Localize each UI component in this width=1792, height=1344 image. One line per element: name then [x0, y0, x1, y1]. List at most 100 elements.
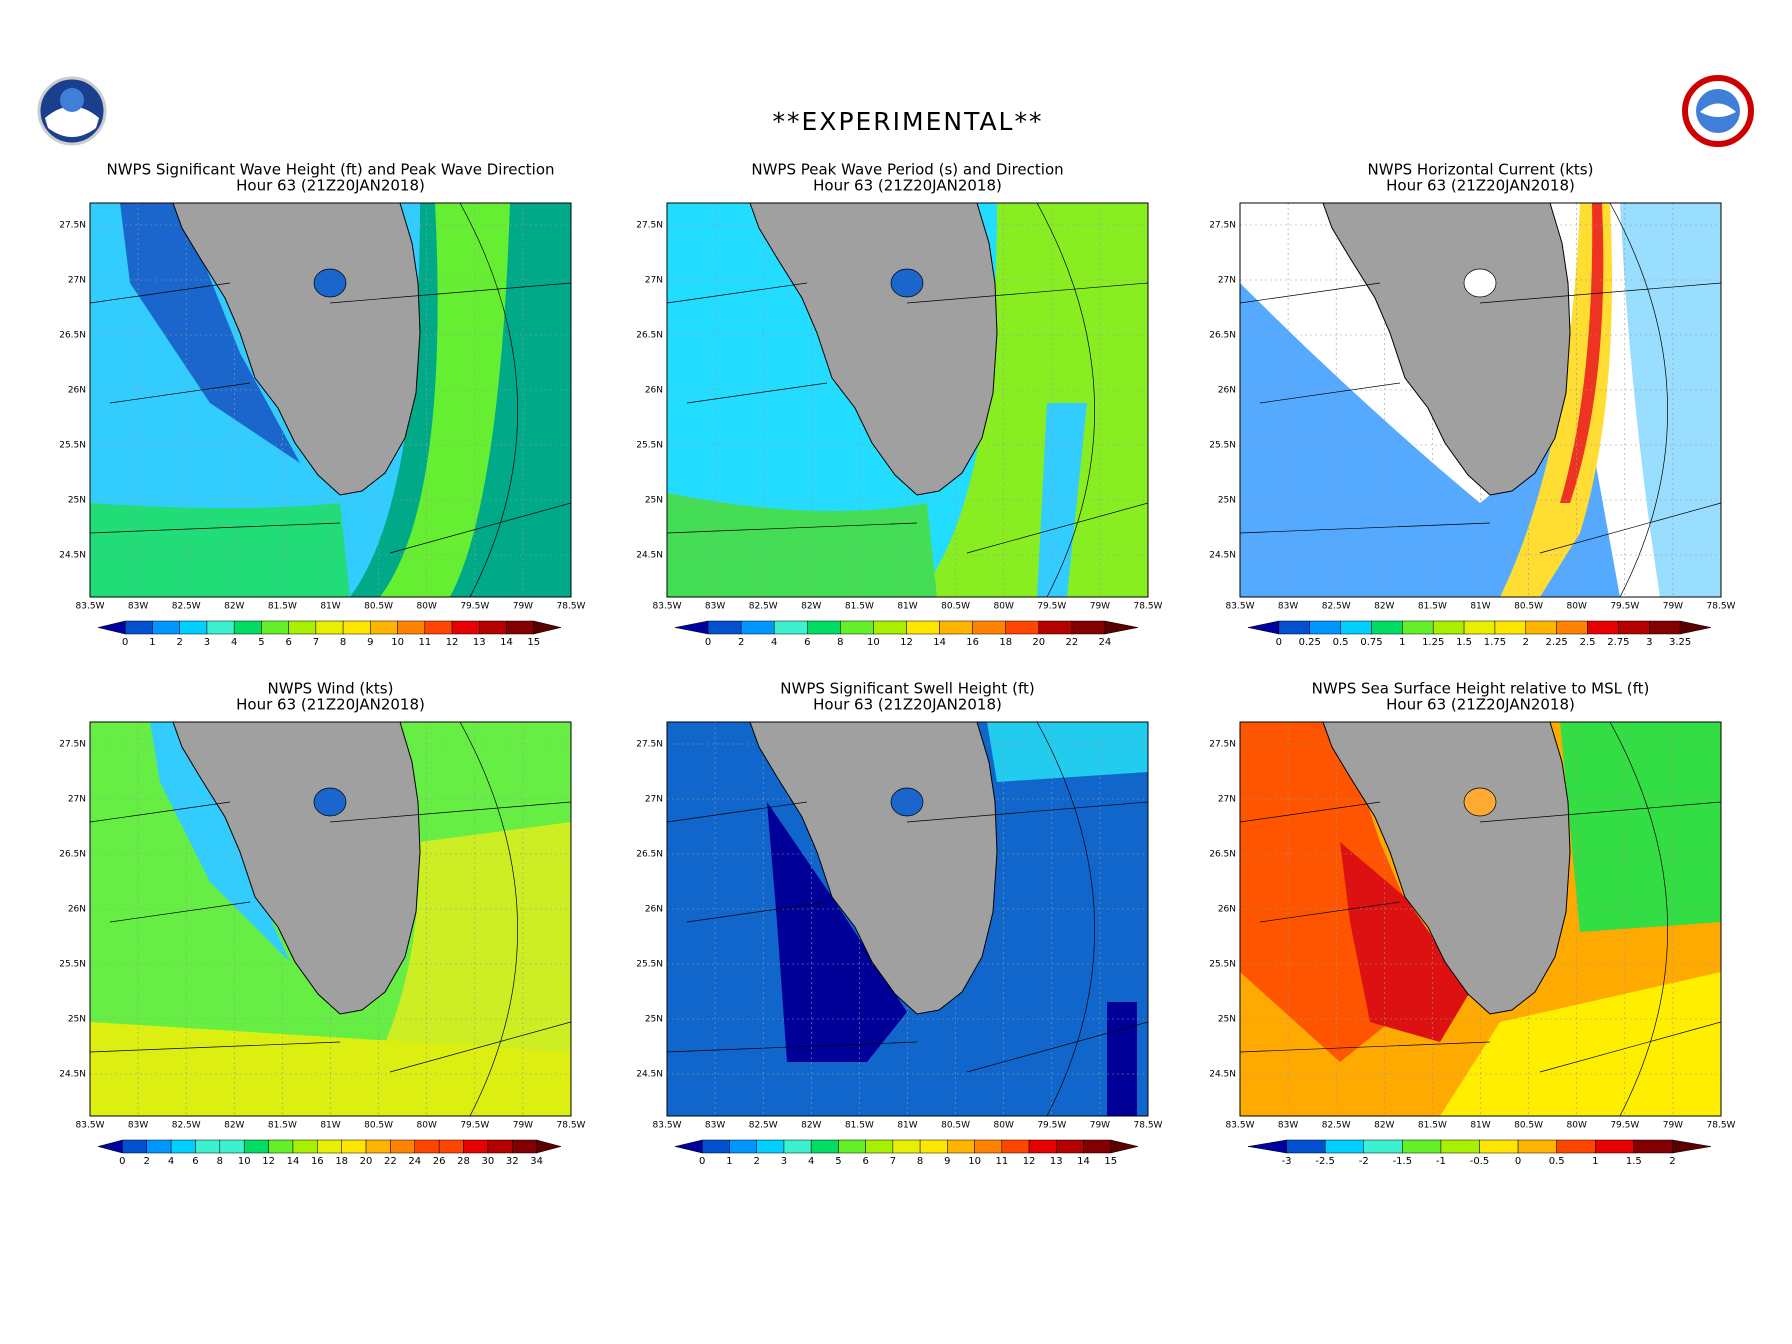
field-region	[1560, 203, 1604, 503]
colorbar-label: 14	[287, 1156, 300, 1167]
lon-label: 81W	[1470, 1121, 1490, 1131]
lake	[313, 268, 347, 298]
lon-label: 80W	[1567, 602, 1587, 612]
colorbar-segment	[1432, 620, 1465, 635]
lon-label: 78.5W	[1707, 602, 1736, 612]
lon-label: 83.5W	[76, 1121, 105, 1131]
colorbar-segment	[512, 1139, 537, 1154]
colorbar-label: 0	[1515, 1156, 1521, 1167]
lon-label: 83.5W	[1226, 602, 1255, 612]
panel-subtitle: Hour 63 (21Z20JAN2018)	[236, 177, 425, 195]
lat-label: 24.5N	[1209, 551, 1236, 561]
colorbar-segment	[1517, 1139, 1557, 1154]
zone-lines	[667, 203, 1148, 597]
colorbar-label: 4	[168, 1156, 174, 1167]
colorbar-label: -3	[1282, 1156, 1292, 1167]
colorbar-label: 15	[527, 637, 540, 648]
colorbar-label: 8	[917, 1156, 923, 1167]
colorbar-segment	[1633, 1139, 1673, 1154]
map-panel: NWPS Significant Wave Height (ft) and Pe…	[59, 161, 585, 649]
lon-label: 81.5W	[845, 602, 874, 612]
colorbar-label: 0.5	[1549, 1156, 1565, 1167]
colorbar-label: 22	[384, 1156, 397, 1167]
map-area	[1240, 722, 1721, 1116]
colorbar-segment	[1083, 1139, 1112, 1154]
colorbar-segment	[1363, 1139, 1403, 1154]
map-border	[1239, 721, 1722, 1117]
lat-label: 24.5N	[636, 1070, 663, 1080]
lon-label: 81W	[1470, 602, 1490, 612]
lon-label: 80W	[1567, 1121, 1587, 1131]
lon-label: 83.5W	[76, 602, 105, 612]
colorbar-segment	[370, 620, 398, 635]
colorbar-label: 1	[1399, 637, 1405, 648]
colorbar-label: 2	[1669, 1156, 1675, 1167]
map-border	[1239, 202, 1722, 598]
lon-label: 79W	[513, 602, 533, 612]
colorbar-label: -1	[1436, 1156, 1446, 1167]
colorbar-segment	[1595, 1139, 1635, 1154]
colorbar-label: 6	[804, 637, 810, 648]
colorbar-label: 3	[781, 1156, 787, 1167]
lon-label: 82.5W	[172, 602, 201, 612]
colorbar-label: 2	[144, 1156, 150, 1167]
colorbar-label: 10	[867, 637, 880, 648]
field-region	[150, 722, 290, 962]
lat-label: 26N	[645, 905, 663, 915]
colorbar-label: 20	[1032, 637, 1045, 648]
colorbar-label: 1	[726, 1156, 732, 1167]
lon-label: 81W	[897, 1121, 917, 1131]
lon-label: 83.5W	[653, 1121, 682, 1131]
lat-label: 27.5N	[59, 221, 86, 231]
map-panel: NWPS Sea Surface Height relative to MSL …	[1209, 680, 1735, 1168]
lat-label: 25.5N	[1209, 441, 1236, 451]
colorbar-segment	[195, 1139, 221, 1154]
colorbar-segment	[1463, 620, 1496, 635]
colorbar-label: 32	[506, 1156, 519, 1167]
colorbar-segment	[268, 1139, 294, 1154]
colorbar-segment	[317, 1139, 342, 1154]
lon-label: 83W	[128, 602, 148, 612]
map-area	[667, 203, 1148, 597]
lat-label: 27.5N	[59, 740, 86, 750]
colorbar-segment	[1556, 620, 1588, 635]
colorbar-label: 0.75	[1360, 637, 1382, 648]
lat-label: 26N	[68, 905, 86, 915]
colorbar-segment	[1071, 620, 1106, 635]
colorbar-label: -1.5	[1393, 1156, 1413, 1167]
lat-label: 27N	[68, 276, 86, 286]
map-panel: NWPS Significant Swell Height (ft)Hour 6…	[636, 680, 1162, 1168]
lon-label: 79W	[1663, 602, 1683, 612]
colorbar-segment	[365, 1139, 391, 1154]
lon-label: 78.5W	[1134, 1121, 1163, 1131]
lon-label: 80.5W	[941, 602, 970, 612]
field-region	[767, 802, 907, 1062]
panel-subtitle: Hour 63 (21Z20JAN2018)	[1386, 177, 1575, 195]
colorbar-label: -2	[1359, 1156, 1369, 1167]
lon-label: 82W	[1374, 602, 1394, 612]
colorbar-segment	[261, 620, 289, 635]
lon-label: 79W	[513, 1121, 533, 1131]
colorbar-segment	[451, 620, 480, 635]
lat-label: 24.5N	[59, 551, 86, 561]
map-area	[90, 722, 571, 1116]
colorbar-segment	[810, 1139, 839, 1154]
colorbar-segment	[947, 1139, 975, 1154]
colorbar-label: 7	[313, 637, 319, 648]
map-border	[89, 202, 572, 598]
colorbar-label: 6	[862, 1156, 868, 1167]
map-panel: NWPS Peak Wave Period (s) and DirectionH…	[636, 161, 1162, 649]
field-region	[90, 503, 350, 597]
lat-label: 25N	[1218, 496, 1236, 506]
colorbar-label: 1.25	[1422, 637, 1444, 648]
lat-label: 26N	[1218, 905, 1236, 915]
lon-label: 78.5W	[1707, 1121, 1736, 1131]
colorbar-segment	[390, 1139, 416, 1154]
lon-label: 83W	[1278, 602, 1298, 612]
lon-label: 80W	[417, 1121, 437, 1131]
lon-label: 83W	[128, 1121, 148, 1131]
lon-label: 79W	[1090, 602, 1110, 612]
colorbar-label: 2	[177, 637, 183, 648]
colorbar-end	[1247, 1139, 1287, 1154]
colorbar-segment	[152, 620, 180, 635]
